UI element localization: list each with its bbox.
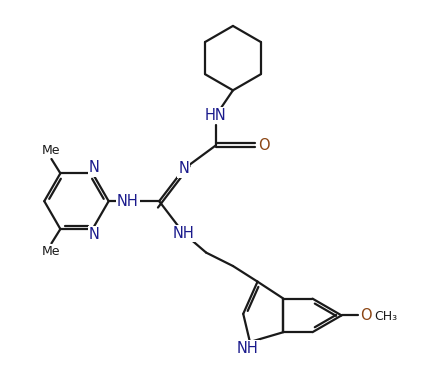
Text: CH₃: CH₃ [375,310,398,323]
Text: N: N [178,162,189,176]
Text: NH: NH [173,226,194,241]
Text: Me: Me [42,245,60,258]
Text: Me: Me [42,144,60,157]
Text: HN: HN [205,108,227,123]
Text: N: N [89,160,100,176]
Text: N: N [89,227,100,242]
Text: O: O [360,308,371,323]
Text: NH: NH [117,194,139,209]
Text: O: O [258,138,270,153]
Text: NH: NH [237,341,258,356]
